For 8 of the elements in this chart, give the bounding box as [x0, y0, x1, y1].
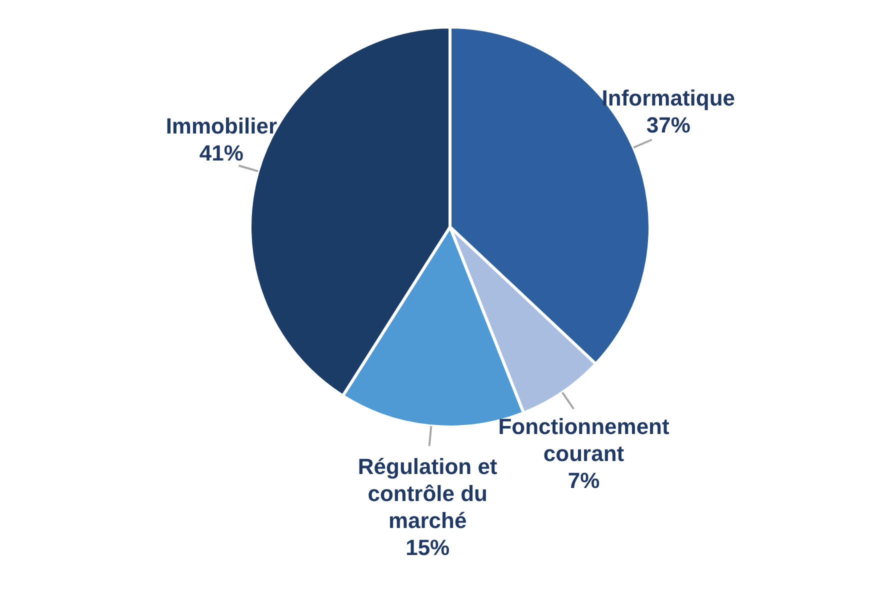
data-label: 37%: [646, 112, 690, 138]
data-label: 15%: [406, 534, 450, 560]
slice-label: Informatique: [602, 85, 736, 110]
slice-label: Immobilier: [166, 114, 278, 139]
data-label: 41%: [199, 140, 244, 166]
data-label: 7%: [568, 468, 600, 493]
slice-label: Régulation et contrôle du marché: [358, 454, 498, 533]
slice-label: Fonctionnement courant: [498, 414, 670, 466]
